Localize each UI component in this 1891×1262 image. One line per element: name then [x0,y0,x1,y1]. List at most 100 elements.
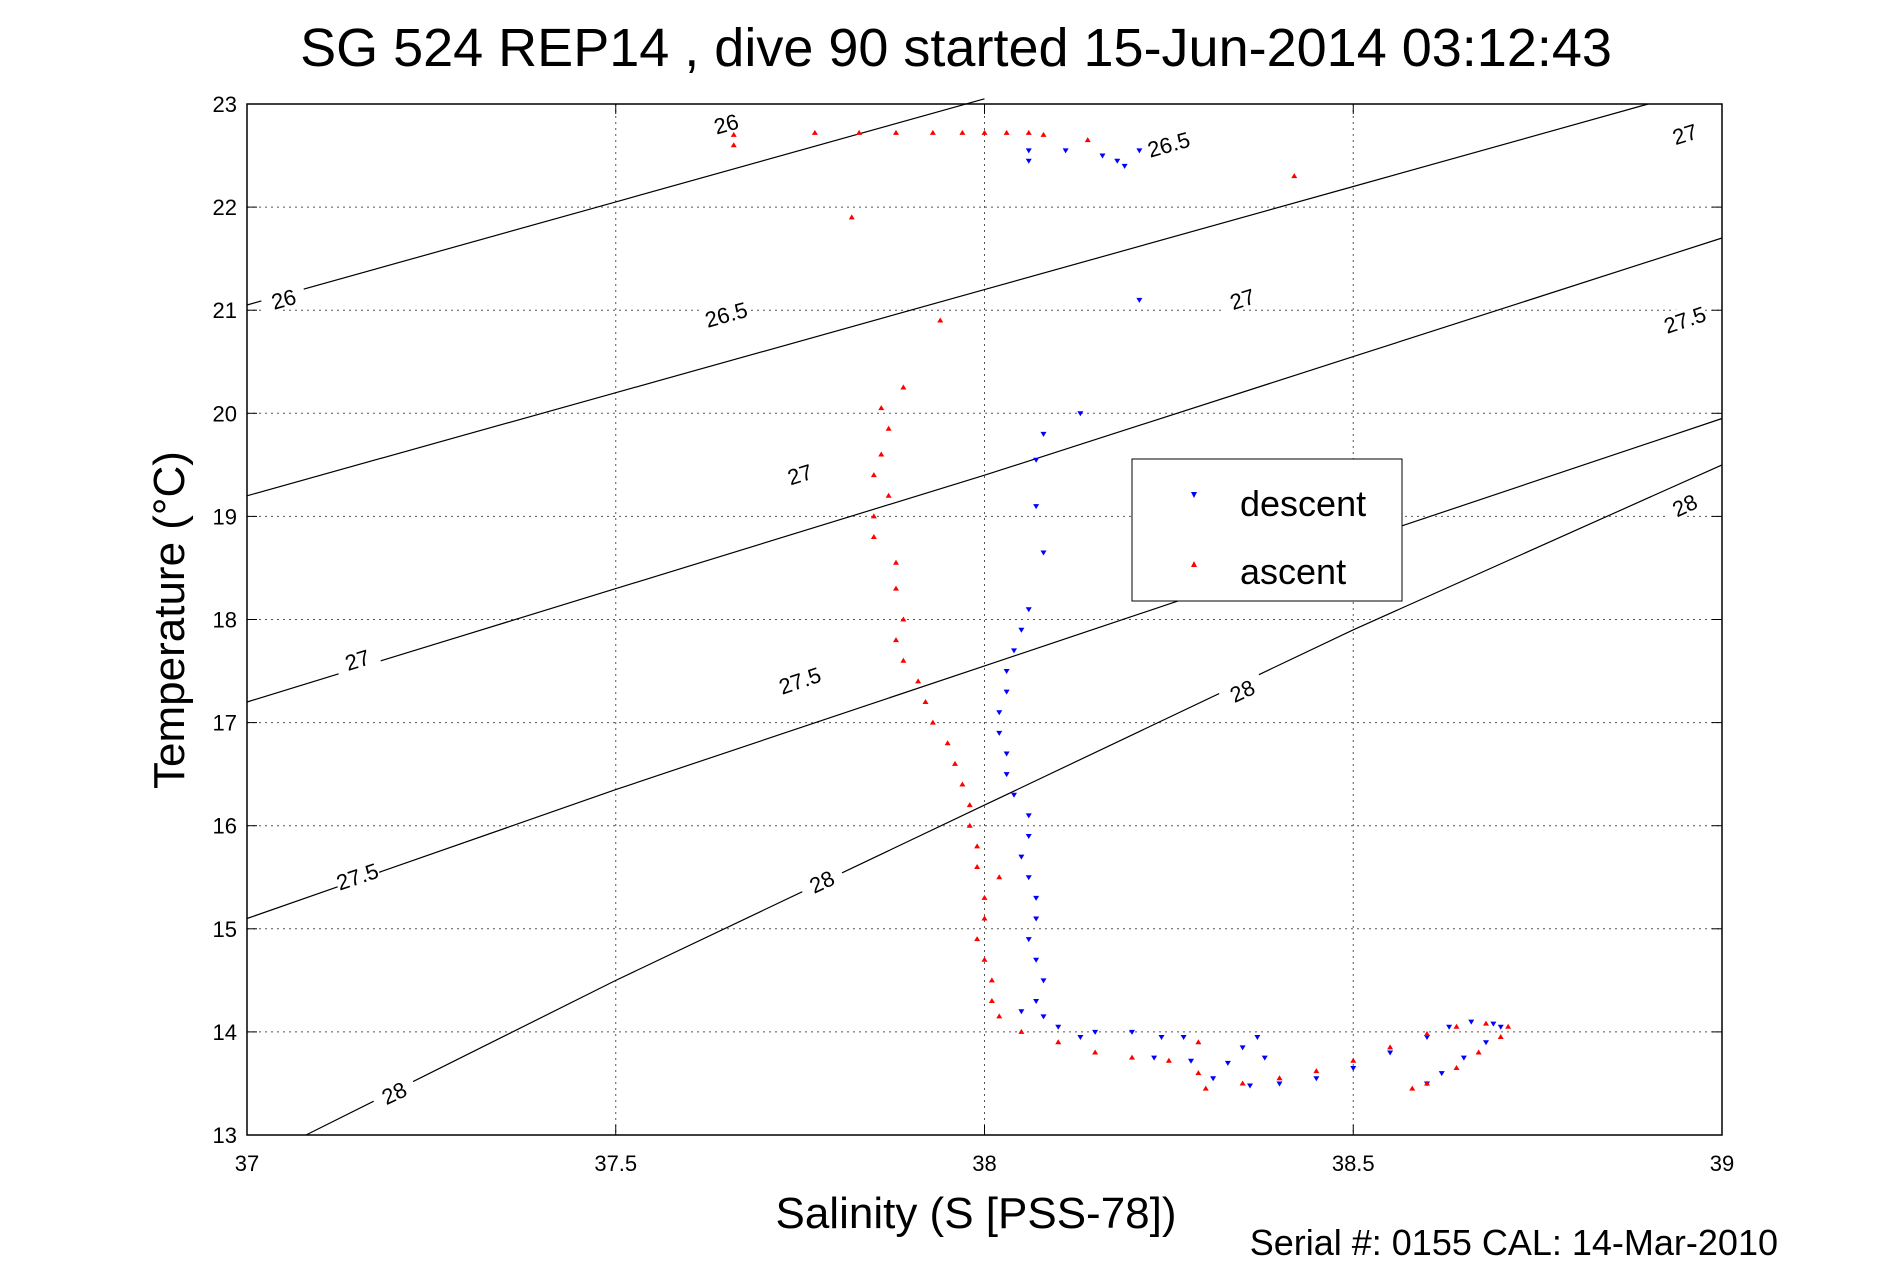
descent-point [1025,607,1032,613]
descent-point [1224,1060,1231,1066]
descent-point [1247,1083,1253,1089]
descent-point [1446,1024,1453,1030]
x-axis-label: Salinity (S [PSS-78]) [775,1189,1176,1238]
density-contour-27.5 [246,417,1723,920]
descent-point [1099,153,1106,159]
descent-point [1018,1009,1025,1015]
ascent-point [848,214,855,220]
descent-point [1121,163,1128,169]
y-tick-label: 19 [213,504,237,529]
ascent-point [1505,1023,1512,1029]
descent-point [1025,813,1032,819]
descent-point [1460,1055,1467,1061]
ascent-point [870,534,877,540]
ascent-point [974,863,981,869]
descent-point [1276,1081,1283,1087]
ascent-point [856,129,863,135]
descent-point [1040,431,1047,437]
ascent-point [996,874,1003,880]
descent-point [1040,550,1047,556]
contour-label-bg [1660,301,1709,337]
descent-point [1210,1076,1217,1082]
legend-marker-descent [1191,492,1197,498]
descent-point [1040,1014,1047,1020]
ascent-point [944,740,951,746]
contour-label-bg [1144,126,1193,160]
ascent-point [1453,1064,1460,1070]
descent-point [1033,895,1040,901]
ascent-point [730,142,737,148]
contour-label-bg [1217,670,1267,710]
ascent-point [1497,1034,1504,1040]
contour-label-bg [775,456,824,491]
ascent-point [1483,1020,1489,1026]
descent-point [1497,1024,1504,1030]
descent-point [1483,1040,1489,1046]
ascent-point [981,915,988,921]
contour-label-bg [796,861,846,900]
descent-point [1424,1035,1430,1041]
descent-point [1033,457,1040,463]
ascent-point [878,451,885,457]
descent-point [1151,1055,1158,1061]
y-tick-label: 18 [213,608,237,633]
descent-point [1062,148,1069,154]
descent-point [1025,937,1032,943]
descent-point [1055,1024,1062,1030]
ascent-point [1084,137,1091,143]
descent-point [1033,916,1040,922]
ascent-point [730,131,737,137]
legend-marker-ascent [1191,561,1197,567]
descent-point [1011,648,1017,654]
descent-point [1018,854,1025,860]
contour-label-bg [369,1072,419,1112]
descent-point [1092,1029,1099,1035]
y-axis-label: Temperature (°C) [145,451,194,789]
ascent-point [974,843,981,849]
ascent-point [878,405,885,411]
contour-label-bg [775,661,824,697]
x-tick-label: 37.5 [594,1151,637,1176]
ascent-point [893,585,899,591]
ascent-point [1195,1039,1202,1045]
descent-point [1438,1071,1445,1077]
serial-calibration-note: Serial #: 0155 CAL: 14-Mar-2010 [1250,1222,1778,1262]
descent-point [1003,669,1010,675]
descent-point [1136,148,1143,154]
ascent-point [966,802,973,808]
descent-point [1261,1055,1268,1061]
descent-point [1077,411,1084,417]
ascent-point [959,129,966,135]
descent-point [1025,148,1032,154]
descent-point [1114,158,1121,164]
ascent-point [900,616,907,622]
ascent-point [952,760,958,766]
ascent-point [900,657,907,663]
ascent-point [870,472,877,478]
ascent-point [1291,173,1298,179]
descent-point [1033,957,1040,963]
x-tick-label: 38 [972,1151,996,1176]
ascent-point [959,781,966,787]
ascent-point [1424,1030,1430,1036]
contour-label-bg [1660,115,1709,151]
descent-point [1158,1035,1165,1041]
ascent-point [1409,1085,1416,1091]
descent-point [1033,998,1040,1004]
ascent-point [885,492,892,498]
ascent-point [1202,1085,1209,1091]
ascent-point [929,129,936,135]
descent-point [996,710,1003,716]
ascent-point [1387,1044,1394,1050]
x-tick-label: 38.5 [1332,1151,1375,1176]
contour-label-bg [332,641,382,676]
descent-point [1254,1035,1261,1041]
ascent-point [974,936,981,942]
ascent-point [981,894,988,900]
descent-point [1350,1065,1357,1071]
y-tick-label: 17 [213,711,237,736]
ascent-point [922,698,929,704]
ascent-point [981,956,988,962]
ascent-point [1276,1075,1283,1081]
